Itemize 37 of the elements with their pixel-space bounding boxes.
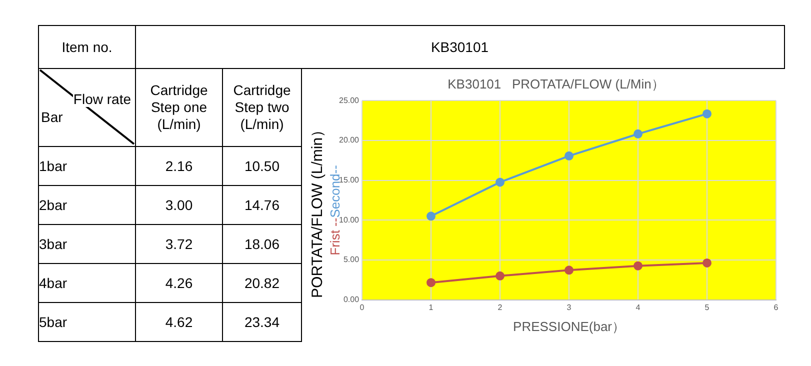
- x-tick-label: 4: [636, 302, 641, 312]
- text: Flow rate: [73, 91, 131, 107]
- text: 20.82: [222, 263, 302, 302]
- y-tick-label: 10.00: [338, 215, 360, 224]
- x-tick-label: 2: [498, 302, 503, 312]
- x-axis-title: PRESSIONE(bar）: [513, 318, 625, 334]
- text: 23.34: [222, 302, 302, 341]
- x-tick-label: 1: [428, 302, 434, 312]
- text: 18.06: [222, 224, 302, 264]
- y-tick-label: 15.00: [338, 175, 360, 184]
- x-tick-label: 6: [774, 302, 779, 312]
- text: KB30101: [136, 26, 784, 68]
- y-tick-label: 0.00: [343, 295, 360, 304]
- text: Cartridge Step two (L/min): [222, 68, 302, 146]
- text: 3.72: [136, 224, 222, 264]
- x-tick-label: 3: [566, 302, 572, 312]
- x-tick-label: 0: [360, 302, 365, 312]
- y-tick-label: 5.00: [343, 255, 360, 264]
- text: 5bar: [38, 302, 136, 341]
- text: Bar: [41, 109, 63, 125]
- text: 2.16: [136, 146, 222, 186]
- text: 3.00: [136, 185, 222, 224]
- y-axis-title: PORTATA/FLOW (L/min）: [309, 122, 326, 298]
- text: 2bar: [38, 185, 136, 224]
- text: Item no.: [38, 26, 136, 68]
- x-tick-label: 5: [704, 302, 710, 312]
- text: Cartridge Step one (L/min): [136, 68, 222, 146]
- text: 14.76: [222, 185, 302, 224]
- y-tick-label: 20.00: [338, 136, 360, 145]
- chart-title: KB30101 PROTATA/FLOW (L/Min）: [448, 76, 664, 92]
- y-tick-label: 25.00: [338, 96, 360, 105]
- text: 4bar: [38, 263, 136, 302]
- text: 10.50: [222, 146, 302, 186]
- text: 4.62: [136, 302, 222, 341]
- text: 1bar: [38, 146, 136, 186]
- text: 4.26: [136, 263, 222, 302]
- text: 3bar: [38, 224, 136, 264]
